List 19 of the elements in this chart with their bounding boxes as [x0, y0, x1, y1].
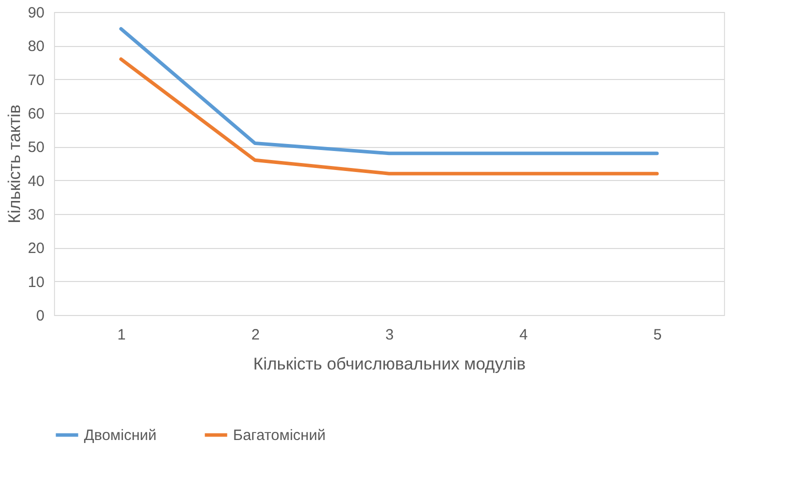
y-tick-label: 50 [28, 139, 44, 156]
x-tick-label: 3 [385, 326, 394, 344]
y-tick-label: 70 [28, 72, 44, 89]
y-tick-label: 80 [28, 38, 44, 56]
y-tick-label: 0 [36, 308, 44, 324]
legend-label: Багатомісний [233, 427, 326, 444]
legend-label: Двомісний [84, 427, 156, 444]
y-axis-title: Кількість тактів [4, 104, 24, 224]
y-tick-label: 20 [28, 240, 44, 258]
x-tick-label: 5 [653, 326, 662, 344]
y-tick-label: 60 [28, 106, 44, 122]
y-tick-label: 90 [28, 4, 44, 22]
y-tick-label: 40 [28, 172, 44, 190]
y-tick-label: 10 [28, 274, 44, 291]
x-tick-label: 4 [519, 326, 528, 344]
x-axis-title: Кількість обчислювальних модулів [253, 354, 526, 374]
x-tick-label: 1 [117, 326, 126, 344]
y-tick-label: 30 [28, 206, 44, 224]
x-tick-label: 2 [251, 326, 260, 344]
